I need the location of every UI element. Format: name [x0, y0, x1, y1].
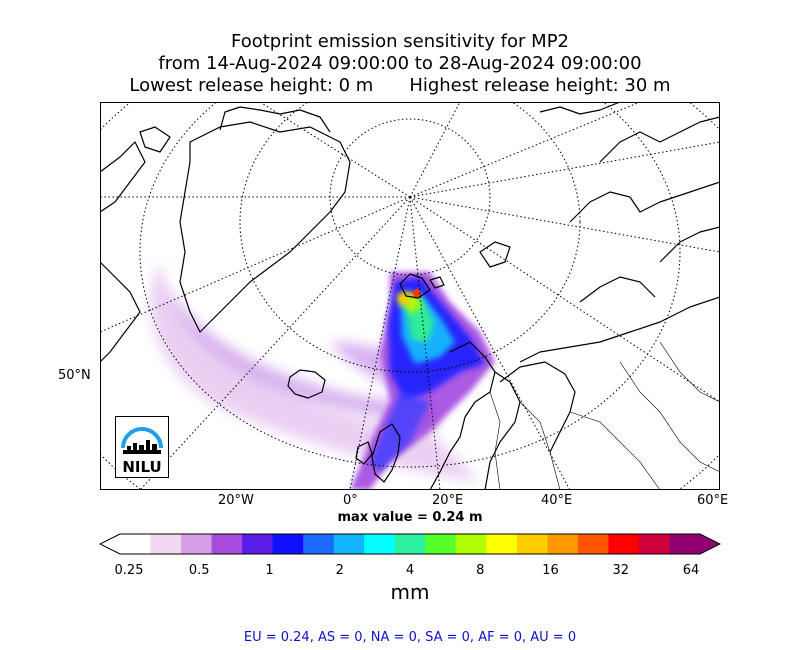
- colorbar-tick-label: 1: [265, 563, 274, 578]
- colorbar-cell: [638, 534, 671, 554]
- colorbar-tick-label: 16: [542, 563, 559, 578]
- nilu-logo: NILU: [115, 416, 169, 478]
- colorbar-tick-label: 32: [612, 563, 630, 578]
- colorbar-cell: [242, 534, 274, 554]
- colorbar-tick-label: 0.25: [114, 563, 144, 578]
- lat-label-50n: 50°N: [58, 368, 91, 383]
- colorbar-cell: [486, 534, 518, 554]
- colorbar-cell: [455, 534, 487, 554]
- regions-summary: EU = 0.24, AS = 0, NA = 0, SA = 0, AF = …: [243, 630, 577, 645]
- colorbar-tick-label: 64: [682, 563, 700, 578]
- lowest-release-height: Lowest release height: 0 m: [129, 75, 374, 96]
- colorbar-cell: [547, 534, 579, 554]
- lon-label-20e: 20°E: [432, 493, 464, 508]
- colorbar-outline: [99, 533, 721, 555]
- colorbar-over-triangle: [700, 534, 720, 554]
- colorbar-cell: [211, 534, 243, 554]
- logo-skyline: [123, 440, 161, 454]
- colorbar-tick-label: 2: [335, 563, 344, 578]
- colorbar-cell: [669, 534, 701, 554]
- colorbar-cell: [425, 534, 457, 554]
- colorbar-cell: [394, 534, 426, 554]
- colorbar-cell: [120, 534, 152, 554]
- lon-label-60e: 60°E: [697, 493, 729, 508]
- plot-title-line-3: Lowest release height: 0 m Highest releas…: [0, 75, 800, 97]
- colorbar-tick-label: 8: [476, 563, 485, 578]
- map-frame: [100, 102, 720, 490]
- colorbar-tick-label: 0.5: [188, 563, 210, 578]
- footprint-field: [150, 262, 495, 490]
- colorbar-cell: [333, 534, 365, 554]
- colorbar-under-triangle: [100, 534, 120, 554]
- colorbar-unit: mm: [390, 580, 430, 604]
- colorbar-cell: [577, 534, 610, 554]
- colorbar-cell: [364, 534, 396, 554]
- graticule: [100, 102, 720, 490]
- plot-title-line-1: Footprint emission sensitivity for MP2: [230, 31, 569, 52]
- colorbar-cell: [181, 534, 213, 554]
- country-borders: [489, 341, 720, 490]
- lon-label-20w: 20°W: [218, 493, 254, 508]
- coastlines: [100, 102, 720, 490]
- max-value-label: max value = 0.24 m: [337, 510, 483, 525]
- colorbar-cell: [516, 534, 548, 554]
- map-panel: [100, 102, 720, 490]
- colorbar-tick-label: 4: [405, 563, 415, 578]
- plot-title-line-2: from 14-Aug-2024 09:00:00 to 28-Aug-2024…: [158, 53, 642, 74]
- highest-release-height: Highest release height: 30 m: [409, 75, 671, 96]
- colorbar-cell: [272, 534, 304, 554]
- lon-label-0: 0°: [343, 493, 358, 508]
- colorbar-cell: [303, 534, 335, 554]
- colorbar: [99, 533, 721, 555]
- logo-arc: [121, 427, 163, 449]
- logo-text: NILU: [122, 458, 161, 476]
- colorbar-cell: [150, 534, 182, 554]
- colorbar-cell: [608, 534, 640, 554]
- lon-label-40e: 40°E: [541, 493, 573, 508]
